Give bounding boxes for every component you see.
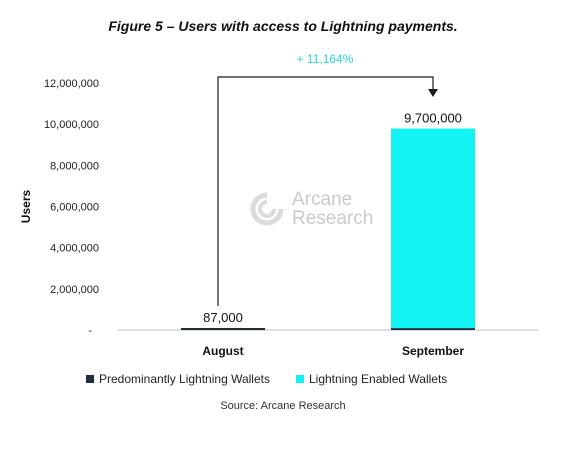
legend-item-enabled: Lightning Enabled Wallets	[295, 372, 448, 386]
chart-title: Figure 5 – Users with access to Lightnin…	[108, 18, 458, 34]
legend: Predominantly Lightning Wallets Lightnin…	[86, 372, 447, 386]
watermark-line1: Arcane	[292, 189, 353, 210]
arcane-logo-icon	[250, 192, 284, 226]
legend-item-predominantly: Predominantly Lightning Wallets	[86, 372, 270, 386]
y-tick-label: 4,000,000	[50, 243, 99, 255]
bar-predominantly-august	[181, 328, 265, 330]
y-tick-label: 10,000,000	[44, 119, 99, 131]
source-note: Source: Arcane Research	[220, 400, 346, 412]
y-tick-label: -	[88, 325, 92, 337]
data-label: 9,700,000	[404, 111, 462, 126]
data-label: 87,000	[203, 310, 243, 325]
y-tick-label: 2,000,000	[50, 284, 99, 296]
growth-arrow-head	[428, 89, 438, 97]
y-tick-label: 6,000,000	[50, 202, 99, 214]
growth-annotation: + 11,164%	[297, 52, 354, 66]
legend-label-enabled: Lightning Enabled Wallets	[308, 372, 448, 386]
bar-enabled-september	[391, 128, 475, 329]
y-axis-label: Users	[19, 189, 33, 223]
legend-swatch-predominantly	[86, 375, 94, 383]
x-tick-label: August	[202, 344, 243, 358]
legend-swatch-enabled	[295, 375, 304, 383]
x-tick-label: September	[402, 344, 464, 358]
y-tick-label: 12,000,000	[44, 78, 99, 90]
growth-bracket-line	[217, 76, 434, 306]
y-tick-label: 8,000,000	[50, 160, 99, 172]
watermark-line2: Research	[292, 208, 374, 229]
legend-label-predominantly: Predominantly Lightning Wallets	[99, 372, 270, 386]
watermark: Arcane Research	[250, 190, 373, 228]
bar-predominantly-september	[391, 328, 475, 330]
